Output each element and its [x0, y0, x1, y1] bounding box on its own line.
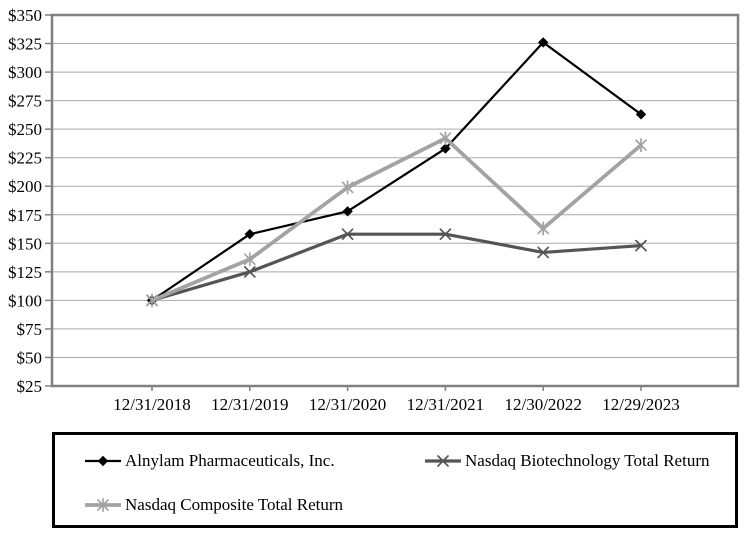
- x-marker-icon: [437, 455, 449, 467]
- y-axis-label: $350: [8, 6, 42, 25]
- x-marker-icon: [439, 228, 452, 241]
- diamond-marker-icon: [244, 228, 255, 240]
- x-marker-icon: [243, 265, 256, 278]
- diamond-marker-icon: [635, 109, 647, 120]
- y-axis-label: $300: [8, 63, 42, 82]
- y-axis-label: $25: [17, 377, 43, 396]
- asterisk-marker-icon: [635, 138, 647, 153]
- asterisk-marker-icon: [341, 180, 354, 195]
- diamond-marker-icon: [97, 455, 109, 467]
- asterisk-marker-icon: [243, 252, 256, 267]
- legend-label-nasdaq-biotechnology: Nasdaq Biotechnology Total Return: [465, 451, 710, 470]
- y-axis-label: $325: [8, 35, 42, 54]
- x-axis-label: 12/31/2018: [113, 395, 190, 414]
- y-axis-label: $75: [17, 320, 43, 339]
- y-axis-label: $225: [8, 149, 42, 168]
- y-axis-label: $125: [8, 263, 42, 282]
- nasdaq-biotechnology-x-marker-icon: [425, 455, 461, 467]
- legend-label-alnylam: Alnylam Pharmaceuticals, Inc.: [125, 451, 335, 470]
- performance-line-chart: $25 $50 $75 $100 $125 $150 $175 $200 $225 $250 $27…: [8, 6, 740, 414]
- y-axis-label: $100: [8, 291, 42, 310]
- y-axis-label: $150: [8, 234, 42, 253]
- series-line-1: [151, 232, 642, 302]
- series-line-0: [151, 41, 642, 302]
- y-axis-label: $50: [17, 348, 43, 367]
- asterisk-marker-icon: [97, 497, 109, 513]
- y-axis-label: $200: [8, 177, 42, 196]
- chart-legend: Alnylam Pharmaceuticals, Inc. Nasdaq Bio…: [52, 432, 738, 528]
- nasdaq-composite-asterisk-marker-icon: [85, 497, 121, 513]
- asterisk-marker-icon: [537, 221, 550, 236]
- legend-item-nasdaq-biotechnology: Nasdaq Biotechnology Total Return: [425, 451, 709, 471]
- legend-label-nasdaq-composite: Nasdaq Composite Total Return: [125, 495, 344, 514]
- x-axis-label: 12/31/2021: [407, 395, 484, 414]
- y-axis-label: $275: [8, 92, 42, 111]
- alnylam-diamond-marker-icon: [85, 455, 121, 467]
- asterisk-marker-icon: [146, 293, 158, 308]
- x-marker-icon: [635, 239, 647, 252]
- series-line-2: [151, 136, 643, 303]
- x-axis-label: 12/31/2019: [211, 395, 288, 414]
- y-axis-label: $250: [8, 120, 42, 139]
- x-marker-icon: [537, 246, 550, 259]
- x-axis-label: 12/29/2023: [602, 395, 679, 414]
- diamond-marker-icon: [440, 143, 451, 154]
- x-axis-label: 12/31/2020: [309, 395, 386, 414]
- plot-border: [50, 13, 740, 388]
- diamond-marker-icon: [342, 206, 353, 217]
- x-axis-label: 12/30/2022: [504, 395, 581, 414]
- y-axis-label: $175: [8, 206, 42, 225]
- legend-item-alnylam: Alnylam Pharmaceuticals, Inc.: [85, 451, 335, 471]
- x-marker-icon: [341, 228, 354, 241]
- legend-item-nasdaq-composite: Nasdaq Composite Total Return: [85, 495, 343, 515]
- asterisk-marker-icon: [439, 131, 452, 146]
- diamond-marker-icon: [538, 37, 549, 48]
